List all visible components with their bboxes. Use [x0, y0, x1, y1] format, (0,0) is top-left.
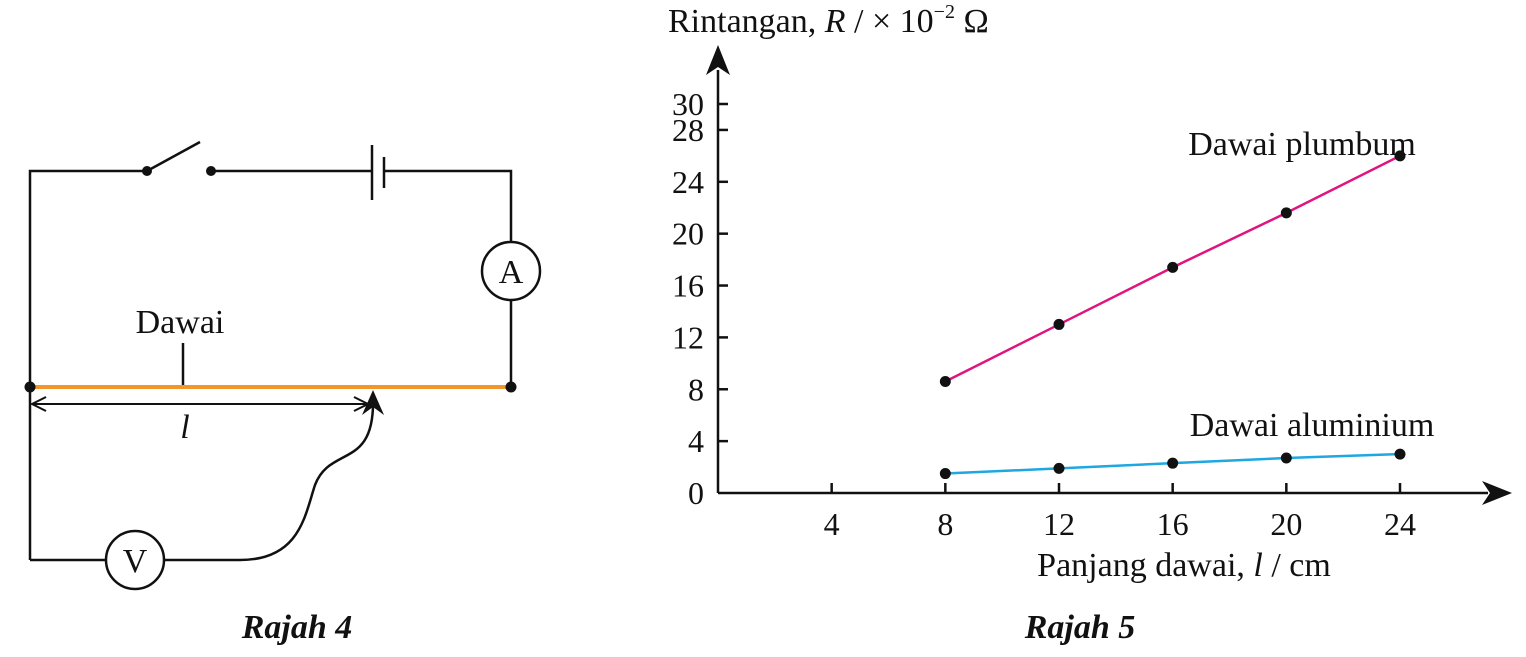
y-axis-arrowhead	[706, 45, 730, 75]
y-axis-label-exponent: −2	[934, 1, 955, 23]
y-tick-label: 8	[688, 371, 704, 407]
y-axis-label-unit: / × 10	[846, 3, 934, 40]
length-dimension	[29, 396, 371, 412]
figure5-caption: Rajah 5	[1024, 609, 1136, 646]
y-axis-label-symbol: R	[824, 3, 846, 40]
wire-end-right	[505, 381, 517, 393]
circuit-junctions	[24, 166, 517, 393]
data-point	[1394, 448, 1406, 460]
data-point	[1280, 452, 1292, 464]
figure4-caption: Rajah 4	[241, 609, 353, 646]
circuit-wire-top-right	[384, 169, 513, 242]
y-tick-label: 24	[672, 164, 704, 200]
data-point	[1280, 207, 1292, 219]
circuit-wire-top-left	[28, 169, 147, 560]
x-axis-label-text: Panjang dawai,	[1037, 547, 1253, 584]
switch-lever	[146, 140, 201, 173]
length-label: l	[180, 409, 189, 446]
jockey-lead	[164, 397, 375, 562]
x-tick-label: 4	[824, 506, 840, 542]
y-axis-label-unit-tail: Ω	[955, 3, 989, 40]
y-tick-label: 28	[672, 112, 704, 148]
series-label-plumbum: Dawai plumbum	[1188, 126, 1416, 163]
x-axis-label-symbol: l	[1253, 547, 1262, 584]
y-axis-label: Rintangan, R / × 10−2 Ω	[668, 1, 989, 40]
data-point	[1053, 462, 1065, 474]
y-tick-label: 0	[688, 475, 704, 511]
x-tick-label: 24	[1384, 506, 1416, 542]
x-axis-label-unit: / cm	[1263, 547, 1331, 584]
data-point	[1167, 261, 1179, 273]
switch-contact-right	[206, 166, 216, 176]
y-tick-label: 30	[672, 86, 704, 122]
series-labels: Dawai plumbum Dawai aluminium	[1188, 126, 1434, 444]
switch-contact-left	[142, 166, 152, 176]
data-point	[1394, 150, 1406, 162]
series-label-aluminium: Dawai aluminium	[1190, 407, 1435, 444]
x-tick-label: 16	[1157, 506, 1189, 542]
data-point	[1167, 457, 1179, 469]
data-series	[939, 150, 1406, 480]
circuit-diagram	[28, 140, 542, 591]
ammeter-letter: A	[499, 254, 524, 291]
voltmeter-letter: V	[123, 543, 148, 580]
x-tick-label: 12	[1043, 506, 1075, 542]
data-point	[1053, 318, 1065, 330]
x-tick-label: 20	[1270, 506, 1302, 542]
y-tick-label: 4	[688, 423, 704, 459]
y-axis-label-text: Rintangan,	[668, 3, 825, 40]
data-point	[939, 468, 951, 480]
y-tick-label: 12	[672, 319, 704, 355]
x-tick-label: 8	[937, 506, 953, 542]
wire-label: Dawai	[136, 304, 225, 341]
x-ticks: 4 8 12 16 20 24	[824, 483, 1416, 542]
x-axis-label: Panjang dawai, l / cm	[1037, 547, 1331, 584]
x-axis-arrowhead	[1482, 481, 1512, 505]
data-point	[939, 375, 951, 387]
y-tick-label: 20	[672, 216, 704, 252]
jockey-arrowhead	[362, 390, 384, 415]
y-tick-label: 16	[672, 268, 704, 304]
wire-end-left	[24, 381, 36, 393]
